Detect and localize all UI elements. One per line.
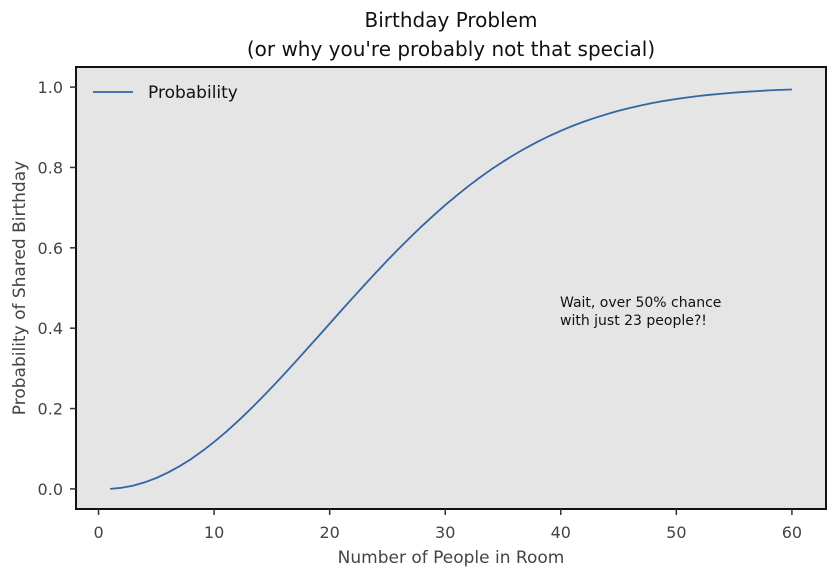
plot-area bbox=[75, 66, 827, 510]
legend-label: Probability bbox=[148, 83, 238, 103]
annotation-line1: Wait, over 50% chance bbox=[560, 295, 721, 311]
y-tick-label: 0.8 bbox=[38, 158, 63, 177]
y-tick-label: 0.2 bbox=[38, 400, 63, 419]
y-axis: 0.0 0.2 0.4 0.6 0.8 1.0 bbox=[38, 78, 76, 499]
y-tick-label: 0.4 bbox=[38, 319, 63, 338]
x-tick-label: 0 bbox=[93, 523, 103, 542]
y-tick-label: 0.0 bbox=[38, 480, 63, 499]
y-axis-label: Probability of Shared Birthday bbox=[10, 161, 30, 415]
y-tick-label: 1.0 bbox=[38, 78, 63, 97]
annotation: Wait, over 50% chance with just 23 peopl… bbox=[560, 295, 721, 329]
x-tick-label: 10 bbox=[204, 523, 224, 542]
x-tick-label: 30 bbox=[435, 523, 455, 542]
probability-line bbox=[110, 88, 792, 490]
x-axis-label: Number of People in Room bbox=[338, 548, 565, 568]
x-axis: 0 10 20 30 40 50 60 bbox=[93, 509, 802, 542]
chart-title-line1: Birthday Problem bbox=[365, 8, 538, 32]
x-tick-label: 20 bbox=[319, 523, 339, 542]
y-tick-label: 0.6 bbox=[38, 239, 63, 258]
x-tick-label: 60 bbox=[782, 523, 802, 542]
annotation-line2: with just 23 people?! bbox=[560, 313, 707, 329]
legend: Probability bbox=[93, 83, 238, 103]
x-tick-label: 40 bbox=[551, 523, 571, 542]
x-tick-label: 50 bbox=[666, 523, 686, 542]
chart-title-line2: (or why you're probably not that special… bbox=[247, 37, 655, 61]
